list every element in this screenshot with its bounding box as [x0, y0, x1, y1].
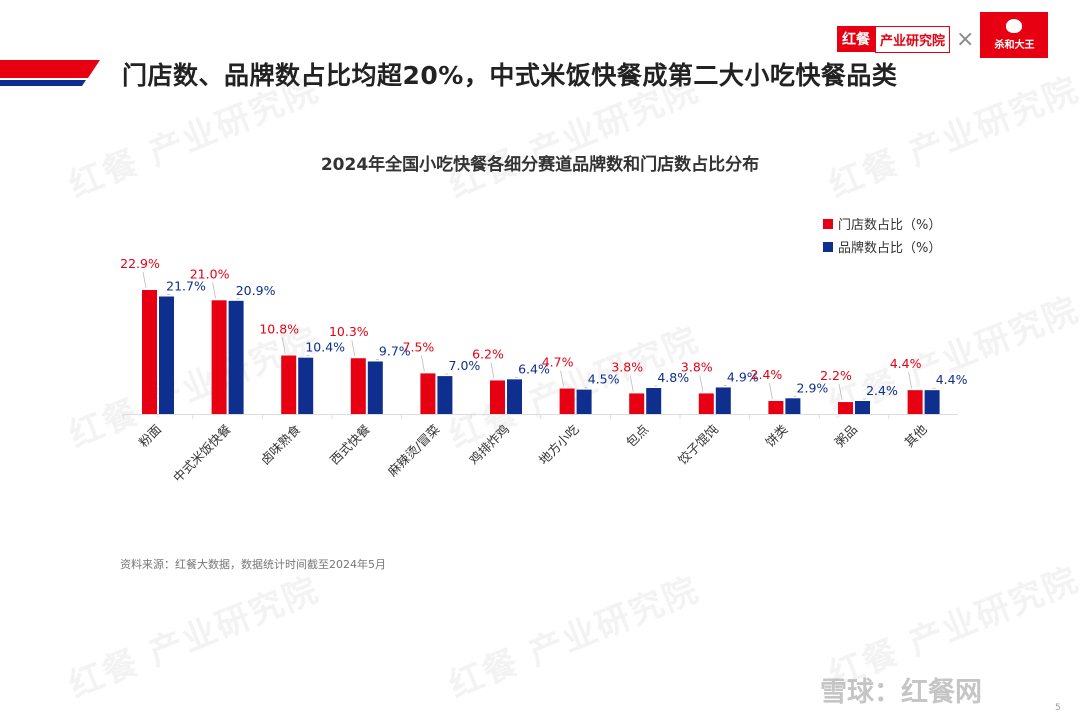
leader-line [212, 282, 216, 299]
mascot-icon [1006, 19, 1023, 33]
data-label: 2.2% [820, 368, 852, 383]
bar-brand [507, 379, 522, 414]
data-label: 3.8% [681, 359, 713, 374]
x-tick-label: 麻辣烫/冒菜 [385, 421, 443, 479]
data-label: 6.2% [472, 346, 504, 361]
data-label: 4.8% [657, 370, 689, 385]
bar-store [211, 300, 227, 414]
bar-store [350, 358, 366, 414]
legend-swatch [823, 218, 833, 229]
bar-store [559, 388, 575, 414]
legend-label: 品牌数占比（%） [838, 241, 942, 256]
bar-brand [924, 390, 940, 414]
source-note: 资料来源：红餐大数据，数据统计时间截至2024年5月 [120, 558, 386, 571]
x-tick-label: 西式快餐 [327, 421, 373, 467]
legend-item-brand: 品牌数占比（%） [823, 235, 941, 258]
data-label: 7.5% [403, 339, 435, 354]
logo: 红餐 产业研究院 × 杀和大王 [837, 12, 1049, 58]
bar-brand [437, 376, 453, 414]
bar-brand [855, 401, 870, 414]
data-label: 21.7% [166, 278, 206, 293]
x-tick-label: 地方小吃 [536, 421, 582, 467]
bar-brand [785, 398, 801, 414]
x-tick-label: 粥品 [832, 422, 860, 450]
data-label: 2.9% [797, 380, 829, 395]
leader-line [838, 384, 843, 401]
logo-partner-text: 杀和大王 [994, 40, 1035, 51]
bar-brand [228, 300, 244, 414]
xueqiu-watermark: 雪球：红餐网 [820, 677, 982, 708]
bar-store [768, 401, 784, 414]
logo-hongcan: 红餐 [837, 26, 875, 52]
legend-label: 门店数占比（%） [838, 218, 942, 233]
leader-line [769, 382, 773, 400]
bar-store [698, 393, 714, 414]
bar-store [281, 355, 297, 414]
x-tick-label: 其他 [901, 421, 930, 450]
data-label: 21.0% [190, 266, 230, 281]
data-label: 6.4% [518, 361, 550, 376]
bar-brand [646, 388, 662, 414]
data-label: 9.7% [379, 343, 411, 358]
bar-brand [576, 389, 592, 414]
bar-store [838, 402, 853, 414]
bar-store [490, 380, 505, 414]
leader-line [699, 375, 704, 392]
data-label: 10.3% [329, 324, 369, 339]
leader-line [421, 355, 425, 372]
logo-research: 产业研究院 [875, 25, 951, 53]
x-tick-label: 包点 [623, 422, 651, 450]
leader-line [908, 372, 912, 389]
times-icon: × [956, 26, 975, 52]
data-label: 4.9% [727, 369, 759, 384]
data-label: 4.5% [588, 372, 620, 387]
logo-partner: 杀和大王 [980, 12, 1049, 58]
data-label: 10.8% [259, 322, 299, 337]
x-tick-label: 卤味熟食 [257, 421, 303, 467]
leader-line [629, 375, 634, 392]
bar-store [629, 393, 645, 414]
data-label: 4.4% [936, 372, 968, 387]
data-label: 4.4% [890, 356, 922, 371]
bar-store [142, 290, 157, 414]
bar-store [420, 373, 436, 414]
x-tick-label: 饺子馄饨 [675, 421, 721, 467]
page-number: 5 [1055, 703, 1061, 713]
data-label: 3.8% [611, 359, 643, 374]
bar-store [907, 390, 923, 414]
x-tick-label: 粉面 [136, 422, 164, 450]
data-label: 4.7% [542, 355, 574, 370]
leader-line [560, 370, 564, 387]
chart-legend: 门店数占比（%） 品牌数占比（%） [823, 212, 941, 258]
x-tick-label: 鸡排炸鸡 [466, 422, 512, 468]
data-label: 2.4% [866, 383, 898, 398]
legend-swatch [823, 241, 833, 252]
data-label: 20.9% [236, 283, 276, 298]
data-label: 22.9% [120, 256, 160, 271]
bar-brand [298, 357, 314, 414]
x-tick-label: 饼类 [762, 421, 791, 450]
leader-line [281, 337, 286, 354]
bar-brand [715, 387, 731, 414]
bar-brand [367, 361, 383, 414]
data-label: 10.4% [305, 340, 345, 355]
page-title: 门店数、品牌数占比均超20%，中式米饭快餐成第二大小吃快餐品类 [122, 61, 898, 90]
leader-line [490, 362, 495, 379]
leader-line [142, 271, 147, 289]
leader-line [351, 340, 356, 357]
data-label: 2.4% [751, 367, 783, 382]
title-stripe [0, 60, 100, 86]
x-tick-label: 中式米饭快餐 [170, 421, 234, 485]
legend-item-store: 门店数占比（%） [823, 212, 941, 235]
bar-brand [159, 296, 174, 414]
chart-title: 2024年全国小吃快餐各细分赛道品牌数和门店数占比分布 [320, 155, 760, 175]
data-label: 7.0% [449, 358, 481, 373]
